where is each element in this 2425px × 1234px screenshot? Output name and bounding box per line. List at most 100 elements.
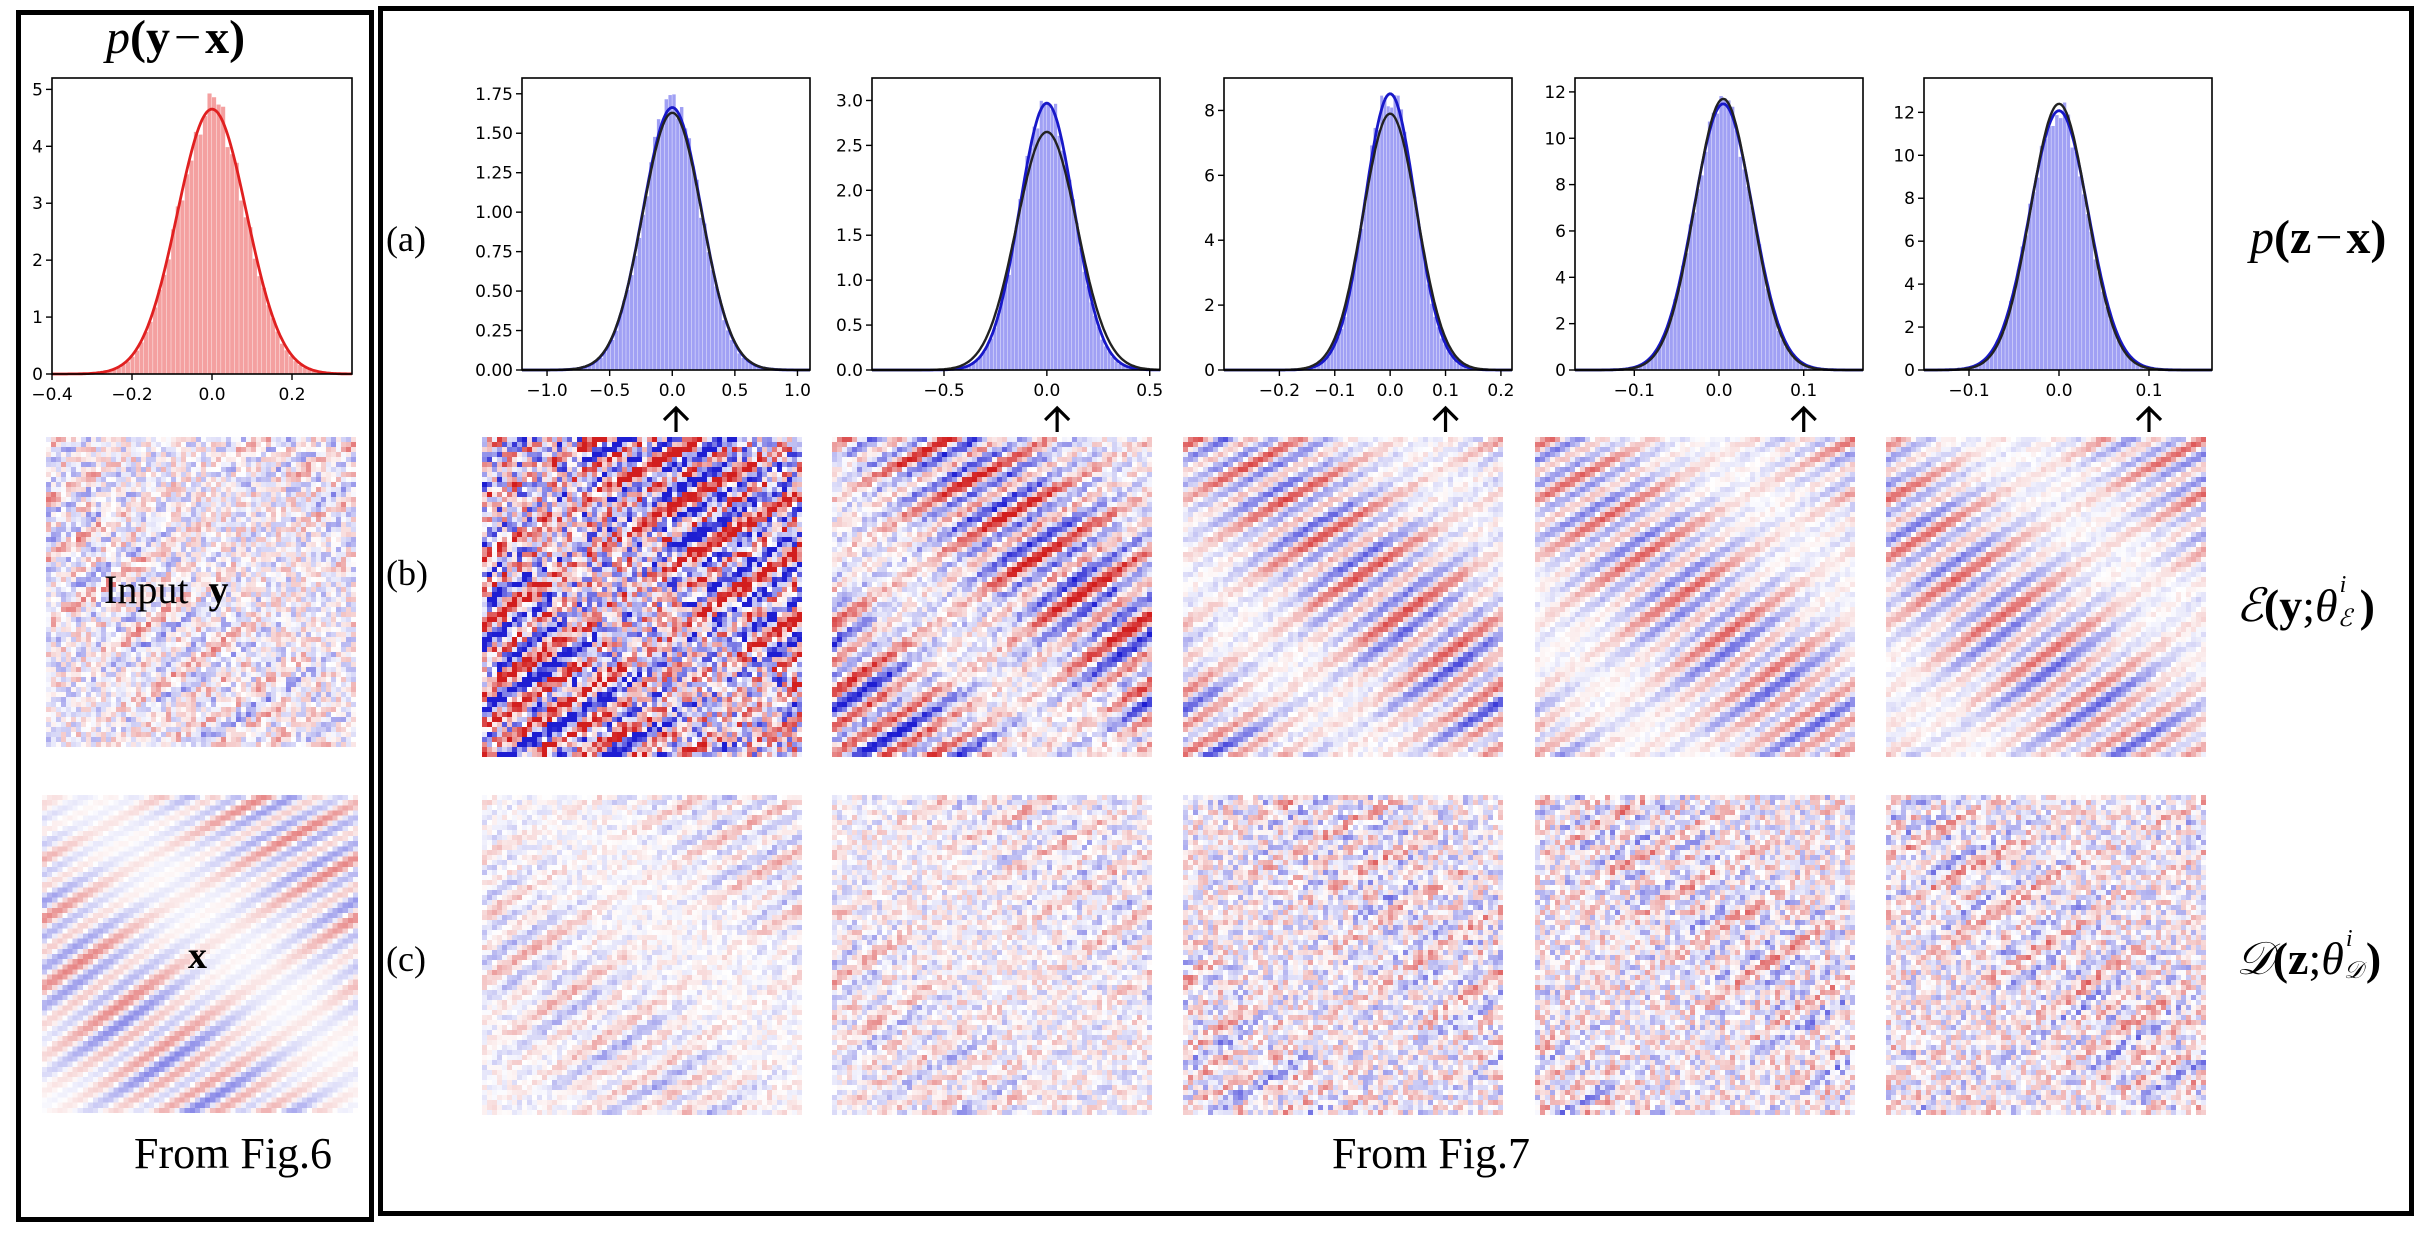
- hist-bar: [637, 237, 642, 370]
- hist-bar: [2051, 125, 2055, 370]
- row-label-b: (b): [386, 553, 428, 593]
- axes-frame: [51, 77, 353, 375]
- fc-semi: ;: [2308, 933, 2322, 984]
- hist-bar: [1353, 260, 1357, 370]
- fa-minus: −: [2315, 211, 2343, 264]
- hist-bar: [982, 351, 986, 370]
- caption-fig6: From Fig.6: [134, 1129, 333, 1178]
- hist-bar: [1673, 299, 1677, 370]
- hist-bar: [668, 95, 672, 370]
- y-tick-label: 6: [1204, 166, 1215, 186]
- hist-bar: [1765, 288, 1769, 370]
- hist-bar: [1046, 103, 1051, 371]
- hist-bar: [1727, 100, 1731, 371]
- hist-bar: [1363, 199, 1367, 370]
- hist-bar: [1443, 344, 1447, 370]
- hist-bar: [1430, 303, 1433, 370]
- hist-bar: [1769, 301, 1773, 370]
- row-a-formula: p(z−x): [2250, 210, 2386, 265]
- hist-bar: [1330, 351, 1334, 370]
- hist-bar: [1025, 155, 1029, 370]
- y-tick-label: 12: [1544, 83, 1566, 103]
- x-tick-label: −0.2: [1259, 381, 1300, 401]
- hist-bar: [989, 338, 993, 370]
- hist-bar: [1704, 151, 1708, 370]
- input-y-image: [46, 437, 356, 747]
- kde-curve: [52, 107, 352, 376]
- hist-bar: [633, 255, 638, 370]
- hist-bar: [1796, 360, 1800, 370]
- y-tick-label: 6: [1904, 232, 1915, 252]
- fa-z: z: [2289, 211, 2312, 264]
- kde-curve: [1575, 102, 1863, 372]
- hist-bar: [702, 223, 707, 370]
- hist-bar: [1380, 95, 1384, 370]
- x-tick-label: 0.0: [1033, 381, 1060, 401]
- y-tick-label: 8: [1555, 176, 1566, 196]
- hist-bar: [2070, 147, 2074, 370]
- hist-bar: [293, 361, 298, 374]
- y-tick-label: 1.75: [475, 85, 513, 105]
- hist-bar: [2085, 214, 2090, 370]
- hist-bar: [1730, 106, 1735, 371]
- hist-bar: [2124, 353, 2128, 370]
- hist-bar: [1715, 113, 1719, 371]
- hist-bar: [166, 259, 171, 374]
- hist-bar: [252, 258, 257, 374]
- hist-bar: [1346, 296, 1350, 370]
- title-minus: −: [173, 11, 202, 64]
- hist-bar: [1684, 253, 1689, 370]
- hist-bar: [691, 166, 695, 370]
- fa-x: x: [2346, 211, 2371, 264]
- hist-bar: [261, 287, 266, 374]
- encoder-image-3: [1183, 437, 1503, 757]
- x-tick-label: 0.5: [721, 381, 748, 401]
- hist-bar: [1757, 244, 1762, 370]
- hist-bar: [257, 276, 262, 374]
- hist-bar: [1738, 156, 1743, 370]
- hist-bar: [148, 321, 153, 374]
- hist-bar: [718, 300, 722, 370]
- row-b-formula: ℰ(y;θ i ℰ): [2236, 572, 2375, 632]
- fc-open: (: [2272, 933, 2289, 984]
- hist-bar: [2131, 361, 2136, 370]
- hist-bar: [1320, 362, 1324, 370]
- hist-bar: [603, 352, 607, 370]
- hist-bar: [2009, 300, 2013, 370]
- hist-bar: [125, 361, 130, 374]
- hist-bar: [1986, 356, 1990, 370]
- hist-bar: [664, 99, 669, 370]
- y-tick-label: 12: [1893, 103, 1915, 123]
- hist-bar: [1974, 365, 1978, 370]
- fb-E: ℰ: [2236, 580, 2264, 631]
- hist-bar: [234, 162, 239, 374]
- y-tick-label: 0: [32, 365, 43, 385]
- fb-close: ): [2359, 580, 2375, 631]
- hist-bar: [618, 315, 622, 370]
- hist-bar: [1103, 346, 1108, 370]
- hist-bar: [2043, 139, 2048, 370]
- hist-bar: [1327, 356, 1330, 370]
- hist-bar: [1642, 363, 1647, 370]
- hist-bar: [645, 196, 649, 370]
- hist-bar: [1661, 336, 1666, 370]
- hist-bar: [2028, 203, 2032, 370]
- hist-bar: [1989, 352, 1994, 370]
- hist-bar: [1784, 347, 1789, 370]
- hist-bar: [2066, 114, 2071, 370]
- hist-bar: [1114, 361, 1118, 370]
- hist-bar: [2032, 192, 2036, 370]
- hist-bar: [649, 162, 653, 370]
- y-tick-label: 1.25: [475, 164, 513, 184]
- y-tick-label: 0.0: [836, 361, 863, 381]
- x-tick-label: 0.1: [1432, 381, 1459, 401]
- hist-bar: [1018, 199, 1022, 370]
- y-tick-label: 2.0: [836, 181, 863, 201]
- hist-bar: [1780, 339, 1785, 370]
- fb-sup: i: [2339, 572, 2347, 598]
- hist-bar: [2078, 176, 2082, 370]
- y-tick-label: 0: [1904, 361, 1915, 381]
- y-tick-label: 4: [32, 137, 43, 157]
- y-tick-label: 1.00: [475, 203, 513, 223]
- hist-bar: [1707, 121, 1712, 370]
